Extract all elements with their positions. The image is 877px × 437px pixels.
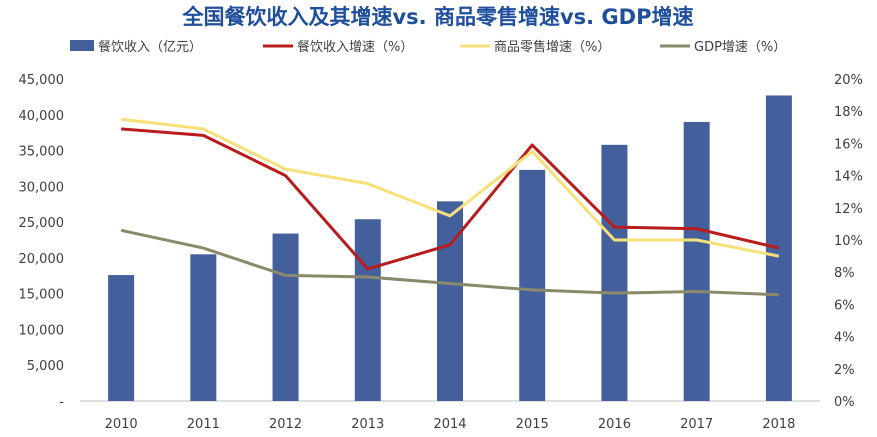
left-tick-label: 45,000 <box>19 73 65 88</box>
legend-item: 餐饮收入增速（%） <box>263 39 413 55</box>
legend-item: GDP增速（%） <box>660 40 786 55</box>
left-tick-label: 10,000 <box>19 323 65 338</box>
right-tick-label: 16% <box>834 137 863 152</box>
bar <box>601 144 628 401</box>
chart-title: 全国餐饮收入及其增速vs. 商品零售增速vs. GDP增速 <box>181 5 693 29</box>
right-tick-label: 4% <box>834 331 855 346</box>
right-axis: 0% 2% 4% 6% 8% 10% 12% 14% 16% 18% 20% <box>834 73 863 410</box>
series-line <box>120 228 779 297</box>
right-tick-label: 12% <box>834 202 863 217</box>
right-tick-label: 2% <box>834 363 855 378</box>
left-tick-label: 5,000 <box>27 359 64 374</box>
right-tick-label: 14% <box>834 170 863 185</box>
series-line <box>120 117 780 258</box>
left-axis: - 5,000 10,000 15,000 20,000 25,000 30,000 35,0… <box>19 73 65 410</box>
right-tick-label: 8% <box>834 266 855 281</box>
legend-item: 餐饮收入（亿元） <box>70 39 202 55</box>
x-tick-label: 2013 <box>351 417 384 432</box>
legend-label: GDP增速（%） <box>694 40 786 55</box>
bar <box>108 275 135 401</box>
right-tick-label: 18% <box>834 105 863 120</box>
right-tick-label: 10% <box>834 234 863 249</box>
legend: 餐饮收入（亿元） 餐饮收入增速（%） 商品零售增速（%） GDP增速（%） <box>70 39 786 55</box>
x-tick-label: 2012 <box>269 417 302 432</box>
legend-label: 商品零售增速（%） <box>494 39 610 55</box>
x-tick-label: 2016 <box>598 417 631 432</box>
left-tick-label: 15,000 <box>19 288 65 303</box>
legend-label: 餐饮收入（亿元） <box>98 39 202 55</box>
legend-item: 商品零售增速（%） <box>460 39 610 55</box>
x-tick-label: 2015 <box>516 417 549 432</box>
line-series <box>120 117 780 297</box>
x-tick-label: 2017 <box>680 417 713 432</box>
legend-label: 餐饮收入增速（%） <box>297 39 413 55</box>
bar <box>272 233 299 401</box>
left-tick-label: 35,000 <box>19 145 65 160</box>
bar <box>765 95 792 402</box>
legend-swatch <box>70 40 94 51</box>
right-tick-label: 6% <box>834 298 855 313</box>
bar <box>437 201 463 401</box>
left-tick-label: 20,000 <box>19 252 65 267</box>
bar <box>190 254 217 401</box>
bar <box>683 121 710 401</box>
x-axis: 2010 2011 2012 2013 2014 2015 2016 2017 2018 <box>105 417 796 432</box>
left-tick-label: 25,000 <box>19 216 65 231</box>
series-line <box>120 127 780 271</box>
left-tick-label: 40,000 <box>19 109 65 124</box>
right-tick-label: 20% <box>834 73 863 88</box>
bar <box>519 169 546 401</box>
left-tick-label: - <box>59 395 64 410</box>
bar <box>354 219 381 401</box>
bar-series <box>108 95 792 402</box>
right-tick-label: 0% <box>834 395 855 410</box>
x-tick-label: 2010 <box>105 417 138 432</box>
x-tick-label: 2014 <box>433 417 466 432</box>
x-tick-label: 2018 <box>762 417 795 432</box>
x-tick-label: 2011 <box>187 417 220 432</box>
left-tick-label: 30,000 <box>19 180 65 195</box>
